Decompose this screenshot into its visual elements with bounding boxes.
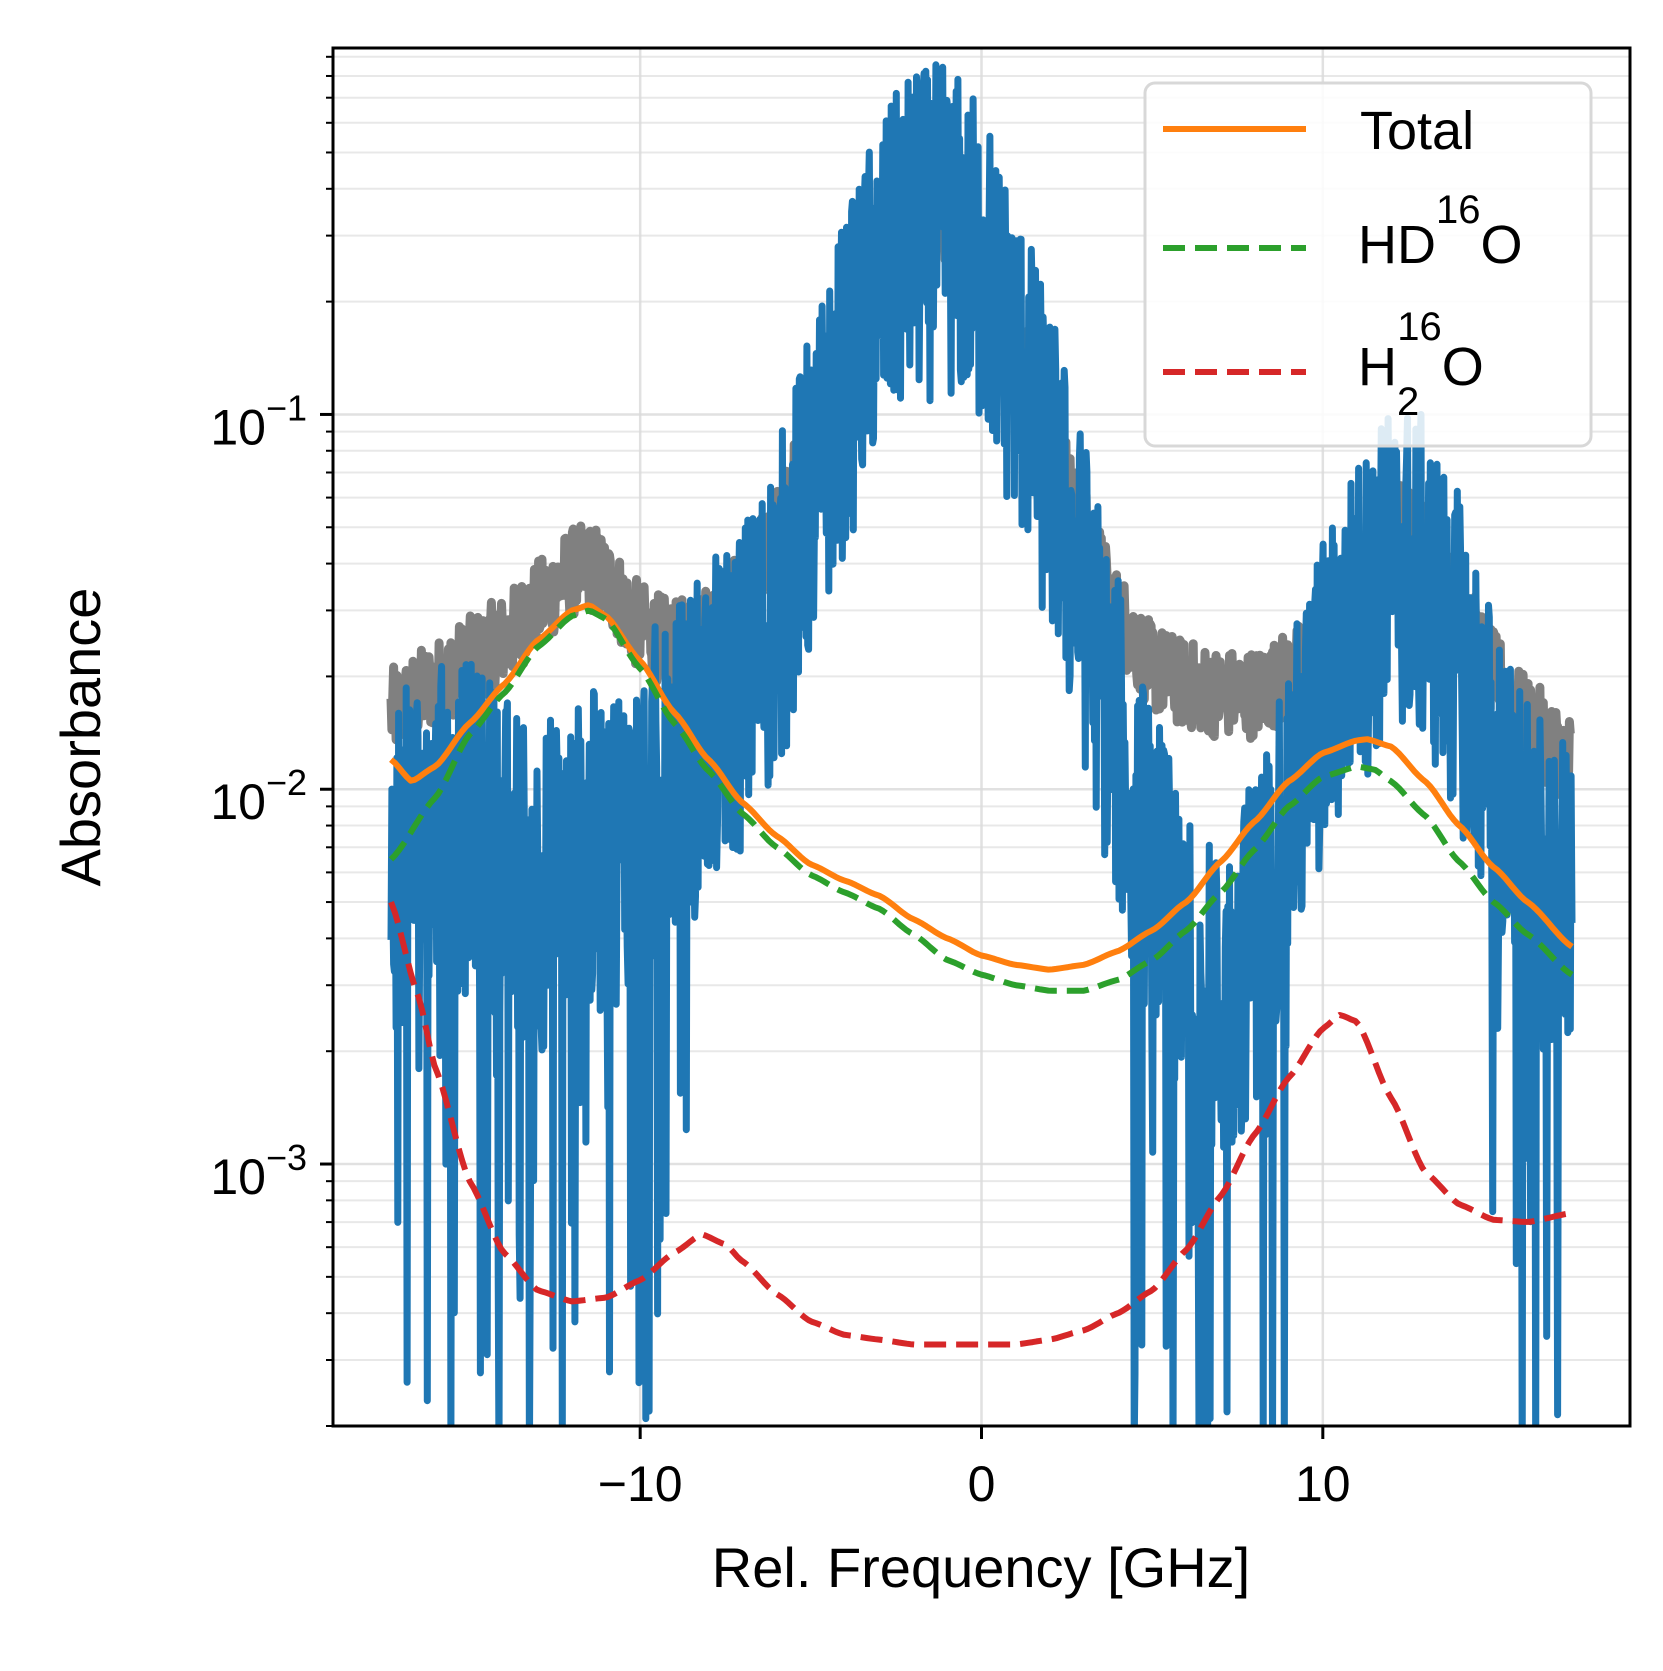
legend-label-total: Total: [1360, 101, 1474, 161]
y-tick-label-base: 10: [210, 399, 266, 455]
x-tick-label: 0: [968, 1456, 996, 1512]
legend-h2o-sub: 2: [1397, 380, 1419, 424]
x-tick-label: 10: [1295, 1456, 1351, 1512]
y-tick-label-exponent: −1: [266, 387, 307, 428]
y-tick-label: 10−3: [210, 1137, 307, 1205]
legend: Total HD16O H216O: [1143, 81, 1593, 448]
y-tick-label-exponent: −3: [266, 1137, 307, 1178]
legend-label-h2o: H2 16O: [1358, 305, 1484, 424]
legend-hdo-tail: O: [1481, 215, 1523, 275]
legend-hdo-base: HD: [1358, 215, 1436, 275]
y-tick-label-base: 10: [210, 1149, 266, 1205]
axes-ticks: [320, 55, 1325, 1439]
y-tick-label: 10−2: [210, 762, 307, 830]
series-hdo-line: [388, 607, 1574, 994]
x-tick-label: −10: [598, 1456, 683, 1512]
legend-h2o-sup: 16: [1397, 305, 1442, 349]
series-data-blue: [387, 61, 1576, 1426]
legend-box: [1143, 81, 1593, 448]
plot-area: [386, 61, 1576, 1426]
series-layer: [386, 61, 1576, 1426]
y-tick-label-exponent: −2: [266, 762, 307, 803]
y-tick-label: 10−1: [210, 387, 307, 455]
y-tick-label-base: 10: [210, 774, 266, 830]
y-axis-title: Absorbance: [49, 588, 112, 887]
x-axis-title: Rel. Frequency [GHz]: [712, 1536, 1250, 1599]
legend-h2o-tail: O: [1442, 337, 1484, 397]
legend-label-hdo: HD16O: [1358, 188, 1523, 275]
legend-hdo-sup: 16: [1436, 188, 1481, 232]
series-total-line: [389, 602, 1574, 973]
legend-h2o-base: H: [1358, 337, 1397, 397]
